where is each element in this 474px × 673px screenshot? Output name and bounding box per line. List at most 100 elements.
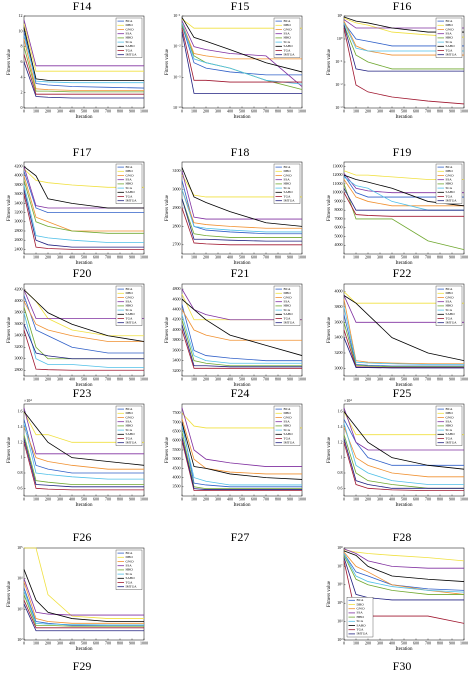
series-line <box>23 434 144 485</box>
x-tick-label: 300 <box>215 254 221 259</box>
x-tick-label: 100 <box>353 640 359 645</box>
x-tick-label: 500 <box>81 108 87 113</box>
panel-caption: F27 <box>231 530 250 544</box>
legend-label: DBO <box>446 411 454 415</box>
legend-label: IMTGA <box>126 320 138 324</box>
x-tick-label: 500 <box>401 108 407 113</box>
x-tick-label: 600 <box>251 254 257 259</box>
x-tick-label: 600 <box>93 108 99 113</box>
y-tick-label: 10² <box>17 637 23 642</box>
series-line <box>181 189 302 229</box>
legend-label: DBO <box>284 291 292 295</box>
x-tick-label: 900 <box>129 376 135 381</box>
series-line <box>23 35 144 84</box>
x-tick-label: 100 <box>33 496 39 501</box>
chart-panel: 0.6 0.8 1 1.2 1.4 1.6 0 100 200 300 400 500 600 700 80… <box>327 398 468 508</box>
y-tick-label: 3600 <box>15 321 23 326</box>
y-tick-label: 10⁻³ <box>173 74 181 79</box>
series-line <box>23 180 144 234</box>
series-line <box>181 189 302 233</box>
legend-label: BCA <box>284 165 292 169</box>
x-tick-label: 900 <box>287 376 293 381</box>
series-line <box>181 304 302 362</box>
series-line <box>23 23 144 72</box>
x-tick-label: 600 <box>413 254 419 259</box>
legend-label: IMTGA <box>446 320 458 324</box>
x-tick-label: 0 <box>23 376 25 381</box>
x-tick-label: 300 <box>377 496 383 501</box>
y-tick-label: 10⁻⁴ <box>173 105 181 110</box>
y-axis-label: Fitness value <box>165 436 170 463</box>
y-tick-label: 0.6 <box>18 485 23 490</box>
x-tick-label: 700 <box>425 376 431 381</box>
legend-label: TGA <box>126 48 134 52</box>
x-tick-label: 700 <box>105 496 111 501</box>
legend-label: HHO <box>446 424 454 428</box>
legend-label: SCA <box>446 40 453 44</box>
x-tick-label: 400 <box>389 254 395 259</box>
y-tick-label: 12000 <box>333 172 343 177</box>
x-tick-label: 100 <box>33 376 39 381</box>
series-line <box>181 314 302 364</box>
x-tick-label: 400 <box>389 108 395 113</box>
series-line <box>343 548 464 569</box>
y-tick-label: 2600 <box>15 237 23 242</box>
y-tick-label: 1.6 <box>338 409 343 414</box>
series-line <box>23 61 144 99</box>
x-tick-label: 400 <box>227 108 233 113</box>
chart-panel: 2700 2800 2900 3000 3100 0 100 200 300 400 500 600 7… <box>165 161 306 266</box>
series-line <box>23 38 144 91</box>
series-line <box>343 423 464 485</box>
legend-label: BCA <box>284 407 292 411</box>
y-tick-label: 5000 <box>173 456 181 461</box>
series-line <box>23 168 144 188</box>
x-tick-label: 1000 <box>140 640 148 645</box>
x-axis-label: Iteration <box>76 261 93 266</box>
series-line <box>181 22 302 60</box>
x-tick-label: 300 <box>377 108 383 113</box>
legend-label: GWO <box>284 27 293 31</box>
x-tick-label: 700 <box>425 108 431 113</box>
y-tick-label: 0.8 <box>18 470 23 475</box>
series-line <box>23 411 145 466</box>
y-tick-label: 4200 <box>15 164 23 169</box>
y-tick-label: 2 <box>21 90 23 95</box>
x-tick-label: 400 <box>389 376 395 381</box>
legend-label: SABO <box>446 190 456 194</box>
series-line <box>343 179 464 207</box>
x-tick-label: 700 <box>425 496 431 501</box>
x-tick-label: 400 <box>389 640 395 645</box>
y-tick-label: 4000 <box>335 289 343 294</box>
series-line <box>23 184 144 243</box>
legend-label: DBO <box>284 411 292 415</box>
y-tick-label: 11000 <box>333 181 343 186</box>
legend-label: BCA <box>284 287 292 291</box>
legend-label: SABO <box>126 576 136 580</box>
x-tick-label: 900 <box>287 254 293 259</box>
y-tick-label: 4000 <box>15 298 23 303</box>
chart-panel: 3200 3400 3600 3800 4000 4200 4400 4600 4800 0 100… <box>165 283 306 388</box>
series-line <box>181 422 303 480</box>
y-tick-label: 10⁻¹ <box>173 13 181 18</box>
y-tick-label: 13000 <box>333 163 343 168</box>
x-tick-label: 500 <box>81 496 87 501</box>
y-tick-label: 2700 <box>173 242 181 247</box>
y-tick-label: 10 <box>19 28 23 33</box>
series-line <box>23 442 144 491</box>
x-tick-label: 400 <box>227 254 233 259</box>
series-line <box>181 431 302 490</box>
x-tick-label: 1000 <box>140 108 148 113</box>
y-tick-label: 4500 <box>173 465 181 470</box>
x-tick-label: 800 <box>437 640 443 645</box>
series-line <box>181 412 302 429</box>
x-tick-label: 800 <box>275 108 281 113</box>
x-tick-label: 900 <box>449 108 455 113</box>
x-tick-label: 200 <box>203 254 209 259</box>
x-axis-label: Iteration <box>234 503 251 508</box>
y-tick-label: 10⁸ <box>337 545 343 550</box>
y-tick-label: 4200 <box>173 317 181 322</box>
series-line <box>181 198 302 238</box>
x-tick-label: 100 <box>33 640 39 645</box>
x-tick-label: 900 <box>129 496 135 501</box>
panel-caption: F23 <box>73 386 92 400</box>
